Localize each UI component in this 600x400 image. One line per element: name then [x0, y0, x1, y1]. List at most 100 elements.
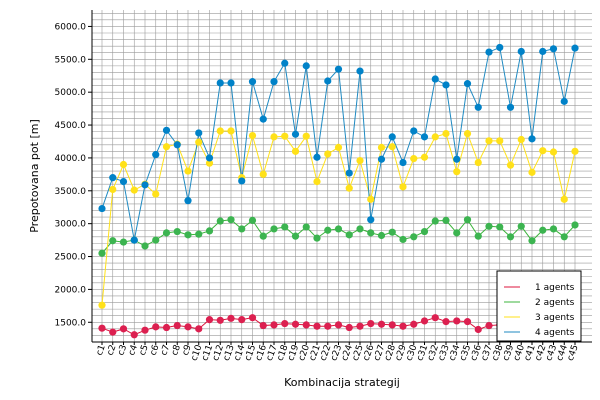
data-point	[496, 43, 504, 52]
x-tick-label: c6	[149, 343, 162, 357]
data-point	[410, 154, 418, 163]
y-tick-label: 2500.0	[55, 253, 87, 263]
data-point	[98, 301, 106, 309]
data-point	[195, 230, 203, 238]
data-point	[474, 103, 482, 111]
data-point	[130, 186, 138, 194]
data-point	[388, 228, 396, 236]
legend-label: 4 agents	[535, 328, 575, 338]
data-point	[377, 231, 386, 240]
data-point	[463, 129, 472, 138]
data-point	[453, 155, 461, 163]
data-point	[377, 320, 386, 328]
x-tick-label: c1	[95, 344, 108, 357]
data-point	[313, 234, 321, 242]
y-tick-label: 5000.0	[55, 88, 87, 98]
data-point	[227, 314, 235, 322]
data-point	[184, 323, 192, 331]
data-point	[367, 229, 375, 237]
data-point	[528, 135, 536, 143]
data-point	[195, 138, 203, 146]
series-markers	[98, 43, 579, 339]
data-point	[517, 47, 525, 56]
data-point	[270, 225, 278, 233]
data-point	[216, 316, 224, 324]
data-point	[216, 127, 224, 135]
data-point	[248, 314, 257, 322]
data-point	[345, 184, 353, 192]
data-point	[270, 78, 278, 86]
data-point	[431, 75, 439, 83]
data-point	[109, 328, 117, 336]
data-point	[560, 195, 568, 203]
data-point	[270, 133, 278, 141]
data-point	[205, 154, 214, 162]
data-point	[291, 130, 300, 138]
data-point	[141, 326, 149, 334]
data-point	[399, 235, 407, 244]
data-point	[410, 127, 418, 135]
data-point	[506, 233, 515, 241]
data-point	[216, 217, 224, 225]
data-point	[302, 321, 310, 329]
data-point	[345, 323, 353, 332]
x-tick-label: c5	[138, 344, 151, 357]
data-point	[227, 216, 235, 224]
data-point	[162, 126, 171, 134]
legend-box	[496, 270, 582, 342]
data-point	[313, 322, 321, 330]
x-axis-title: Kombinacija strategij	[284, 376, 400, 389]
x-tick-label: c2	[106, 344, 119, 357]
data-point	[238, 316, 246, 324]
data-point	[291, 232, 300, 240]
data-point	[248, 131, 257, 140]
data-point	[517, 222, 525, 230]
data-point	[119, 177, 128, 186]
data-point	[453, 168, 461, 176]
data-point	[356, 225, 364, 233]
data-point	[270, 321, 278, 329]
data-point	[539, 147, 547, 155]
data-point	[431, 314, 439, 322]
data-point	[442, 129, 450, 138]
data-point	[410, 320, 418, 328]
data-point	[130, 331, 138, 339]
data-point	[109, 174, 117, 182]
data-point	[291, 147, 300, 155]
y-tick-label: 3000.0	[55, 220, 87, 230]
data-point	[152, 151, 160, 159]
data-point	[130, 236, 138, 244]
data-point	[184, 197, 192, 205]
data-point	[259, 115, 267, 123]
data-point	[549, 148, 558, 156]
data-point	[463, 80, 472, 88]
y-tick-label: 1500.0	[55, 318, 87, 328]
data-point	[528, 237, 536, 245]
legend: 1 agents 2 agents 3 agents 4 agents	[496, 270, 582, 342]
data-point	[162, 229, 171, 237]
data-point	[410, 233, 418, 241]
data-point	[152, 236, 160, 244]
data-point	[560, 233, 568, 241]
y-tick-label: 5500.0	[55, 55, 87, 65]
data-point	[324, 226, 332, 234]
data-point	[195, 129, 203, 137]
y-tick-label: 4500.0	[55, 121, 87, 131]
data-point	[528, 168, 536, 176]
data-point	[324, 77, 332, 85]
data-point	[119, 238, 128, 246]
data-point	[259, 321, 267, 330]
data-point	[238, 177, 246, 185]
data-point	[195, 325, 203, 333]
data-point	[560, 97, 568, 105]
data-point	[453, 317, 461, 325]
data-point	[302, 223, 310, 231]
data-point	[302, 132, 310, 140]
data-point	[238, 225, 246, 233]
data-point	[571, 221, 579, 229]
data-point	[377, 155, 386, 163]
data-point	[463, 318, 472, 326]
data-point	[399, 322, 407, 330]
data-point	[281, 319, 289, 328]
x-tick-label: c4	[127, 343, 140, 357]
